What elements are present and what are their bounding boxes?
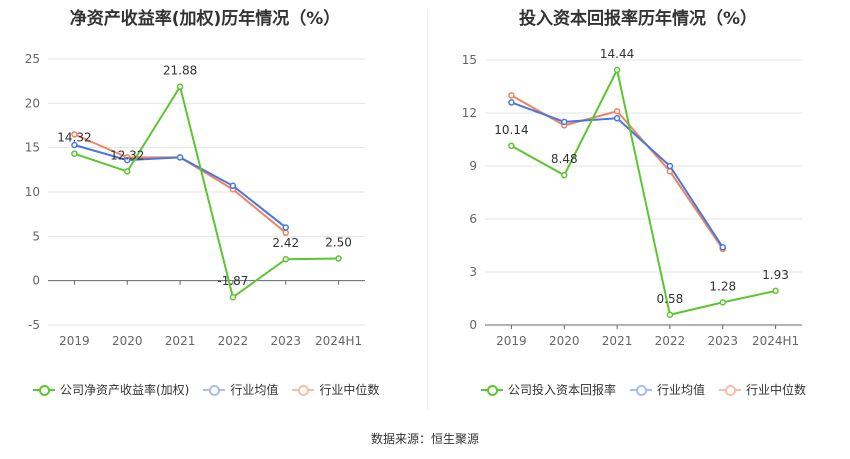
chart2-series-point-0 bbox=[772, 287, 779, 295]
legend-label-industry-median-2: 行业中位数 bbox=[746, 383, 807, 397]
chart1-series-line-2 bbox=[74, 133, 287, 234]
chart2-series-point-0 bbox=[508, 142, 515, 150]
chart1-data-label: 12.32 bbox=[110, 148, 144, 162]
legend-item-company-roic[interactable]: 公司投入资本回报率 bbox=[481, 381, 616, 398]
chart1-x-tick-label: 2022 bbox=[218, 334, 249, 348]
chart1-x-tick-label: 2024H1 bbox=[315, 334, 362, 348]
chart1-y-tick-label: 0 bbox=[32, 274, 40, 288]
chart1-series-line-0 bbox=[74, 84, 339, 299]
chart1-y-tick-label: -5 bbox=[28, 318, 40, 332]
chart-title-roic: 投入资本回报率历年情况（%） bbox=[518, 9, 758, 29]
chart1-series-point-1 bbox=[229, 182, 237, 190]
chart2-x-tick-label: 2024H1 bbox=[752, 334, 799, 348]
chart2-data-label: 8.48 bbox=[551, 152, 578, 166]
legend-swatch-company bbox=[33, 384, 55, 396]
chart2-x-tick-label: 2023 bbox=[707, 334, 738, 348]
chart2-data-label: 14.44 bbox=[600, 47, 634, 61]
legend-roe: 公司净资产收益率(加权) 行业均值 行业中位数 bbox=[33, 381, 393, 398]
legend-swatch-avg-2 bbox=[630, 384, 653, 396]
chart1-x-tick-label: 2019 bbox=[59, 334, 90, 348]
chart2-series-line-0 bbox=[510, 66, 776, 316]
panel-divider bbox=[427, 10, 428, 410]
legend-label-company-roic: 公司投入资本回报率 bbox=[508, 383, 617, 397]
chart-title-roe: 净资产收益率(加权)历年情况（%） bbox=[69, 9, 341, 29]
legend-swatch-company-2 bbox=[481, 384, 503, 396]
chart1-series-point-0 bbox=[124, 168, 131, 175]
chart2-series-point-2 bbox=[613, 107, 621, 115]
chart2-y-tick-label: 12 bbox=[462, 106, 477, 120]
chart1-series-point-0 bbox=[229, 293, 237, 301]
chart2-series-point-1 bbox=[666, 162, 674, 170]
chart2-series-point-1 bbox=[508, 99, 515, 106]
legend-item-industry-median[interactable]: 行业中位数 bbox=[292, 381, 379, 398]
chart2-x-tick-label: 2020 bbox=[549, 334, 580, 348]
chart2-y-tick-label: 15 bbox=[462, 53, 477, 67]
chart1-x-tick-label: 2020 bbox=[112, 334, 143, 348]
chart2-series-point-0 bbox=[719, 299, 726, 306]
chart1-series-point-2 bbox=[282, 229, 289, 237]
chart2-y-tick-label: 0 bbox=[469, 318, 477, 332]
chart2-x-tick-label: 2022 bbox=[655, 334, 686, 348]
chart1-data-label: 2.42 bbox=[272, 236, 299, 250]
legend-roic: 公司投入资本回报率 行业均值 行业中位数 bbox=[481, 381, 820, 398]
chart1-data-label: 21.88 bbox=[163, 64, 197, 78]
legend-item-industry-avg-2[interactable]: 行业均值 bbox=[630, 381, 705, 398]
chart1-x-tick-label: 2021 bbox=[165, 334, 196, 348]
legend-label-industry-avg-2: 行业均值 bbox=[657, 383, 706, 397]
chart1-data-label: 14.32 bbox=[57, 131, 91, 145]
chart2-series-point-0 bbox=[666, 311, 674, 319]
legend-swatch-median bbox=[292, 384, 315, 396]
chart2-y-tick-label: 9 bbox=[469, 159, 477, 173]
chart1-series-point-0 bbox=[335, 255, 342, 262]
chart2-data-label: 1.93 bbox=[762, 268, 789, 282]
chart2-y-tick-label: 6 bbox=[469, 212, 477, 226]
chart2-series-point-1 bbox=[613, 115, 621, 122]
chart1-y-tick-label: 15 bbox=[25, 141, 40, 155]
chart2-series-point-1 bbox=[719, 244, 726, 251]
chart1-series-point-2 bbox=[71, 131, 78, 138]
legend-swatch-median-2 bbox=[719, 384, 742, 396]
chart1-series-point-0 bbox=[176, 83, 184, 90]
chart1-series-point-0 bbox=[282, 255, 289, 263]
chart2-data-label: 10.14 bbox=[494, 123, 528, 137]
data-source: 数据来源：恒生聚源 bbox=[370, 432, 479, 446]
chart2-series-point-0 bbox=[561, 171, 568, 179]
chart2-x-tick-label: 2019 bbox=[496, 334, 527, 348]
legend-item-industry-avg[interactable]: 行业均值 bbox=[203, 381, 278, 398]
chart1-y-tick-label: 10 bbox=[25, 185, 40, 199]
chart1-data-label: -1.87 bbox=[217, 274, 248, 288]
chart2-series-point-1 bbox=[561, 118, 568, 126]
chart1-series-point-1 bbox=[282, 224, 289, 231]
chart1-series-point-1 bbox=[124, 156, 131, 164]
legend-label-industry-avg: 行业均值 bbox=[230, 383, 279, 397]
legend-label-industry-median: 行业中位数 bbox=[319, 383, 380, 397]
legend-label-company-roe: 公司净资产收益率(加权) bbox=[60, 383, 190, 397]
chart2-data-label: 0.58 bbox=[657, 292, 684, 306]
chart1-series-point-0 bbox=[71, 150, 78, 157]
chart2-y-tick-label: 3 bbox=[469, 265, 477, 279]
chart1-series-point-1 bbox=[176, 154, 184, 161]
legend-item-industry-median-2[interactable]: 行业中位数 bbox=[719, 381, 806, 398]
chart1-data-label: 2.50 bbox=[325, 236, 352, 250]
chart2-data-label: 1.28 bbox=[709, 279, 736, 293]
chart2-series-point-0 bbox=[613, 66, 621, 74]
chart1-y-tick-label: 5 bbox=[32, 229, 40, 243]
chart1-x-tick-label: 2023 bbox=[270, 334, 301, 348]
chart1-y-tick-label: 25 bbox=[25, 52, 40, 66]
chart1-y-tick-label: 20 bbox=[25, 96, 40, 110]
legend-swatch-avg bbox=[203, 384, 226, 396]
chart2-series-line-1 bbox=[511, 101, 724, 248]
chart2-x-tick-label: 2021 bbox=[602, 334, 633, 348]
chart2-series-point-2 bbox=[508, 92, 515, 99]
chart1-series-point-1 bbox=[71, 141, 78, 149]
legend-item-company-roe[interactable]: 公司净资产收益率(加权) bbox=[33, 381, 189, 398]
